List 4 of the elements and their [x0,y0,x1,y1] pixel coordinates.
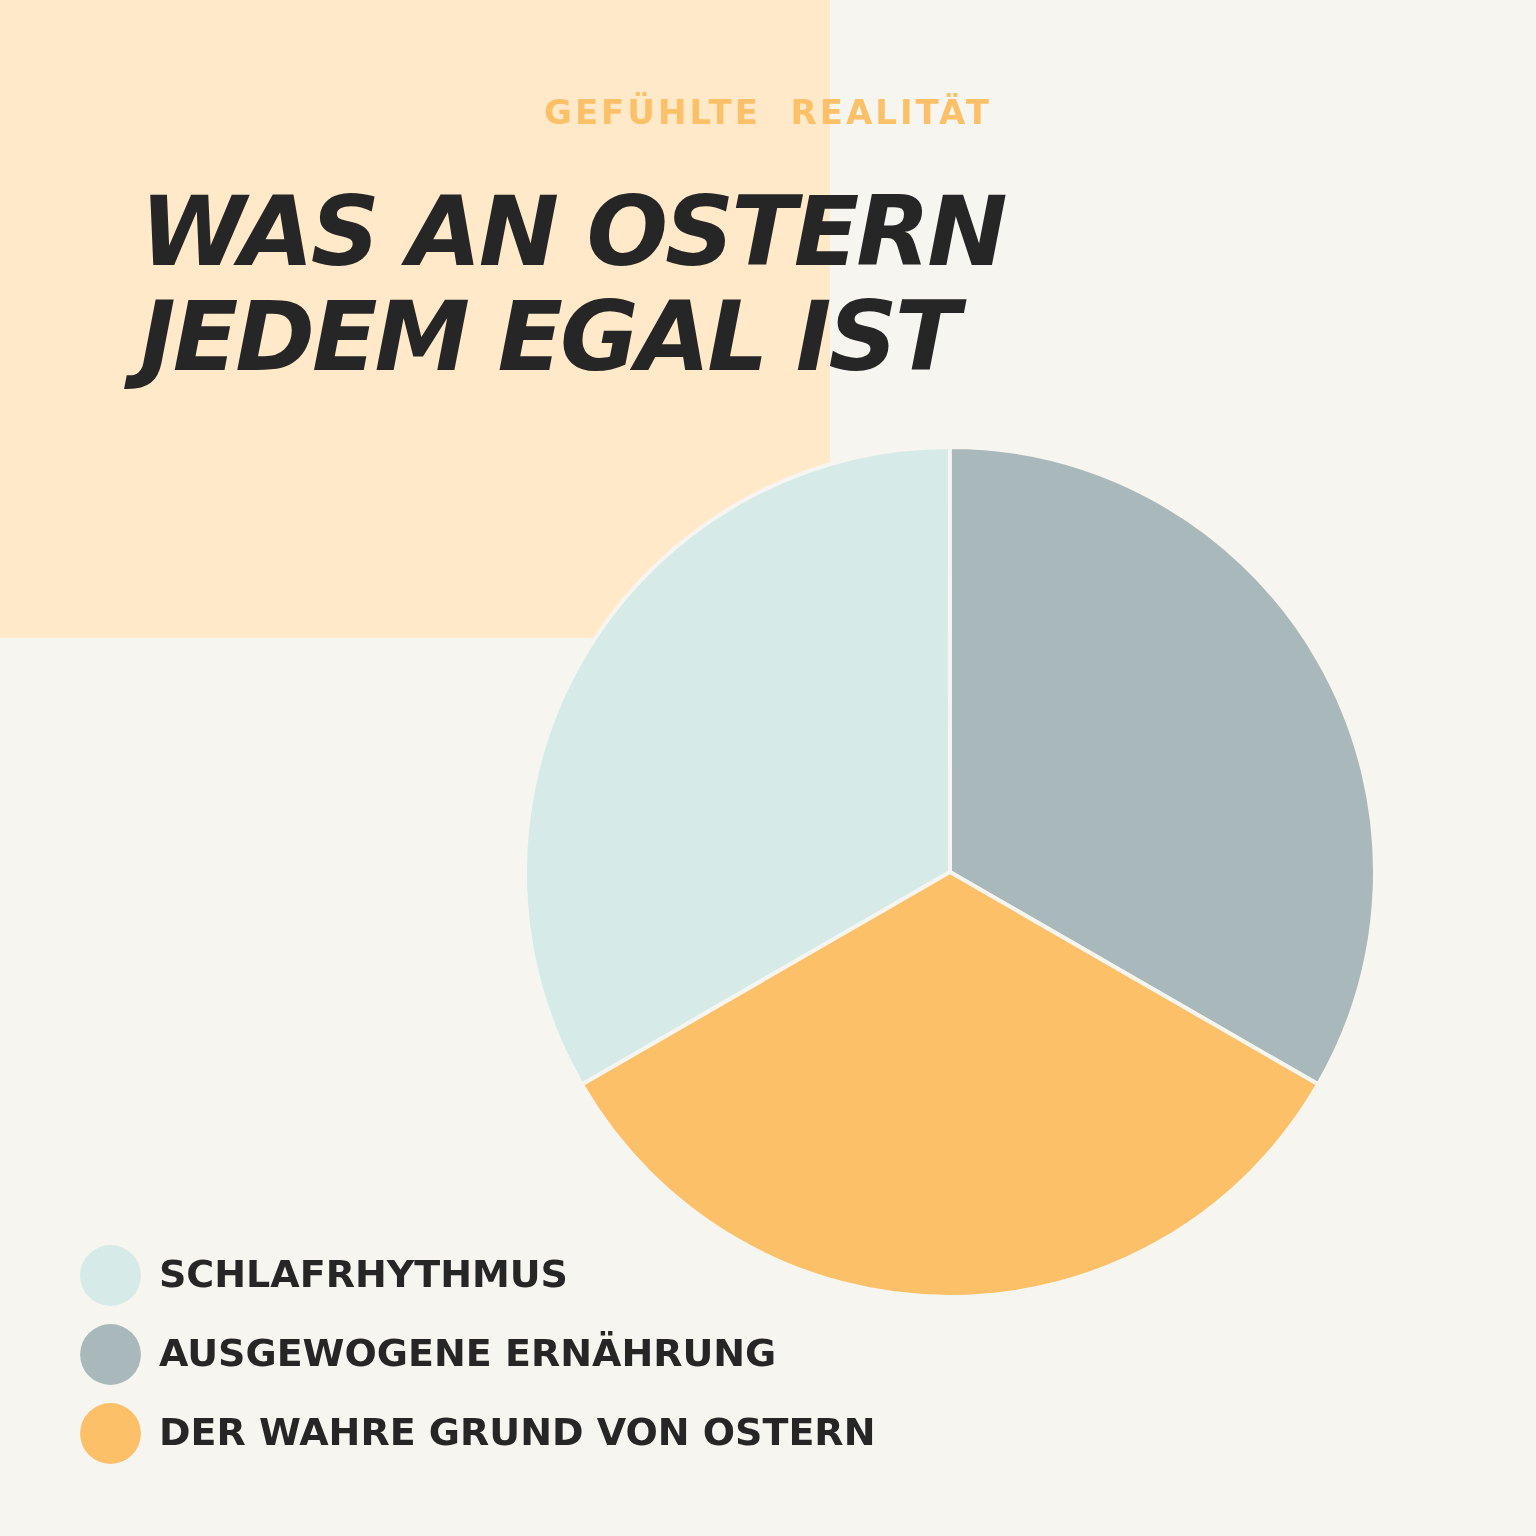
legend-label: DER WAHRE GRUND VON OSTERN [159,1409,876,1454]
legend-label: SCHLAFRHYTHMUS [159,1251,568,1296]
legend-label: AUSGEWOGENE ERNÄHRUNG [159,1330,777,1375]
chart-subtitle: GEFÜHLTE REALITÄT [543,92,993,132]
